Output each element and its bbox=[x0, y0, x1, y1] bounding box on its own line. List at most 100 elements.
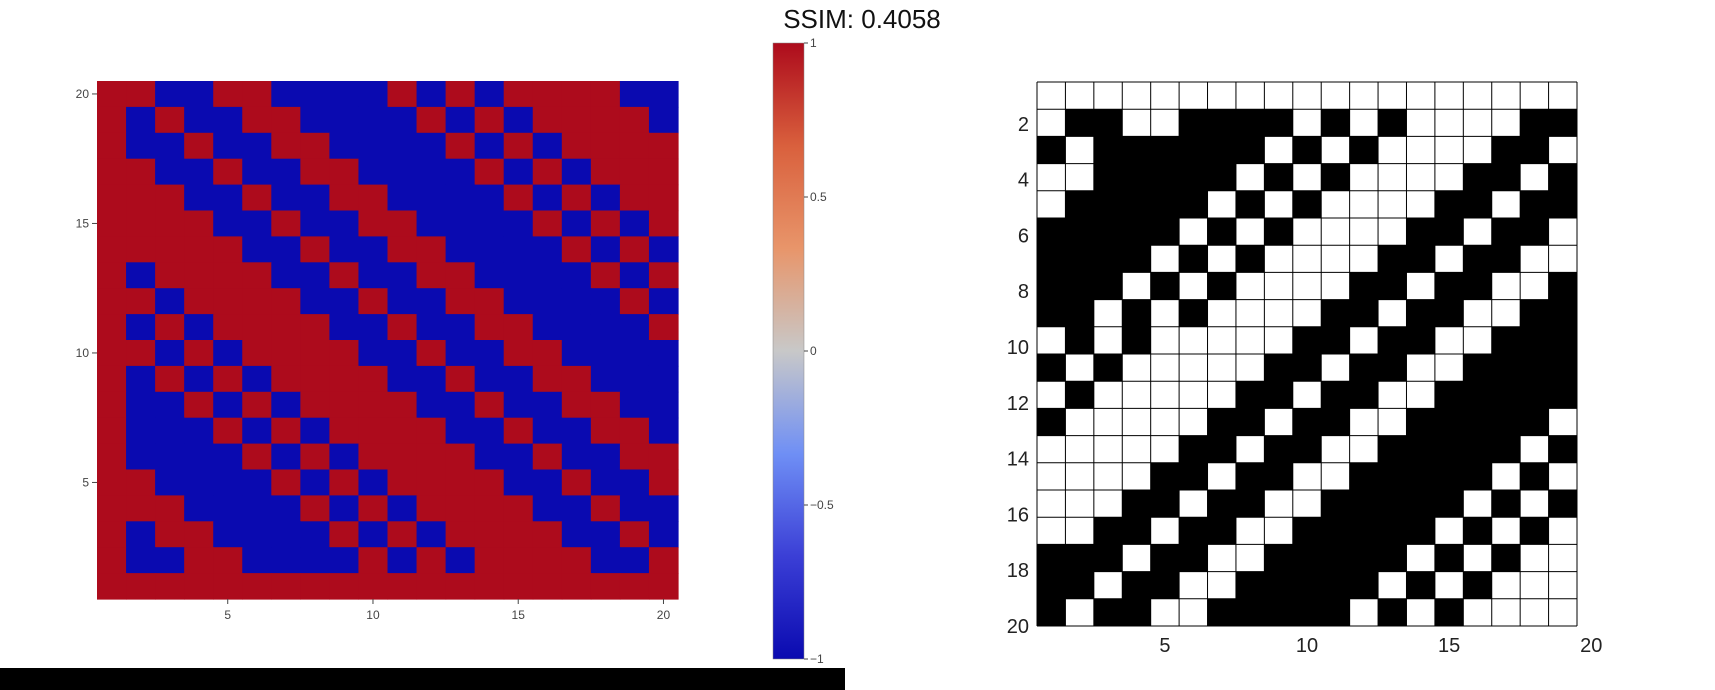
heatmap-cell bbox=[619, 443, 650, 471]
heatmap-cell bbox=[1037, 82, 1066, 110]
heatmap-cell bbox=[97, 340, 127, 367]
heatmap-cell bbox=[329, 573, 360, 600]
heatmap-cell bbox=[1378, 190, 1407, 219]
heatmap-cell bbox=[213, 547, 243, 574]
heatmap-cell bbox=[648, 236, 679, 263]
heatmap-cell bbox=[1093, 272, 1123, 300]
heatmap-cell bbox=[387, 417, 418, 445]
heatmap-cell bbox=[358, 158, 389, 186]
heatmap-cell bbox=[1520, 435, 1549, 464]
heatmap-cell bbox=[1037, 354, 1066, 382]
heatmap-cell bbox=[155, 443, 185, 471]
heatmap-cell bbox=[155, 132, 185, 160]
heatmap-cell bbox=[532, 391, 563, 419]
heatmap-cell bbox=[1122, 517, 1152, 545]
heatmap-cell bbox=[126, 443, 156, 471]
heatmap-cell bbox=[1463, 136, 1493, 164]
heatmap-cell bbox=[648, 314, 679, 341]
heatmap-cell bbox=[445, 236, 476, 263]
heatmap-cell bbox=[416, 81, 447, 108]
heatmap-cell bbox=[126, 262, 156, 289]
heatmap-cell bbox=[1179, 190, 1208, 219]
heatmap-cell bbox=[1406, 544, 1436, 572]
heatmap-cell bbox=[1235, 218, 1265, 246]
heatmap-cell bbox=[184, 288, 214, 315]
heatmap-cell bbox=[1065, 218, 1095, 246]
heatmap-cell bbox=[590, 573, 621, 600]
heatmap-cell bbox=[155, 288, 185, 315]
heatmap-cell bbox=[445, 417, 476, 445]
heatmap-cell bbox=[1520, 326, 1549, 355]
heatmap-cell bbox=[358, 365, 389, 393]
heatmap-cell bbox=[1378, 571, 1407, 600]
heatmap-cell bbox=[619, 132, 650, 160]
heatmap-cell bbox=[474, 210, 505, 237]
heatmap-cell bbox=[1264, 299, 1294, 328]
colorbar-tick-label: 1 bbox=[810, 36, 817, 50]
heatmap-cell bbox=[271, 81, 301, 108]
heatmap-cell bbox=[387, 521, 418, 548]
heatmap-cell bbox=[300, 365, 330, 393]
heatmap-cell bbox=[1378, 462, 1407, 491]
heatmap-cell bbox=[271, 236, 301, 263]
heatmap-cell bbox=[1179, 517, 1208, 545]
heatmap-cell bbox=[1548, 299, 1578, 328]
heatmap-cell bbox=[1065, 354, 1095, 382]
heatmap-cell bbox=[300, 210, 330, 237]
heatmap-cell bbox=[648, 443, 679, 471]
heatmap-cell bbox=[1150, 190, 1180, 219]
heatmap-cell bbox=[271, 314, 301, 341]
colorbar-axis: 1 0.5 0 −0.5 −1 bbox=[804, 36, 834, 666]
heatmap-cell bbox=[1235, 109, 1265, 137]
heatmap-cell bbox=[1378, 82, 1407, 110]
heatmap-cell bbox=[1264, 571, 1294, 600]
heatmap-cell bbox=[1093, 82, 1123, 110]
heatmap-cell bbox=[300, 391, 330, 419]
heatmap-cell bbox=[155, 158, 185, 186]
heatmap-cell bbox=[242, 106, 272, 134]
heatmap-cell bbox=[1406, 245, 1436, 273]
heatmap-cell bbox=[1491, 136, 1521, 164]
heatmap-cell bbox=[1349, 190, 1379, 219]
heatmap-cell bbox=[1349, 109, 1379, 137]
heatmap-cell bbox=[184, 158, 214, 186]
heatmap-cell bbox=[1378, 544, 1407, 572]
heatmap-cell bbox=[213, 184, 243, 212]
heatmap-cell bbox=[474, 262, 505, 289]
y-tick-label: 16 bbox=[1007, 504, 1029, 526]
heatmap-cell bbox=[1434, 136, 1464, 164]
heatmap-cell bbox=[1122, 598, 1152, 627]
heatmap-cell bbox=[1235, 82, 1265, 110]
heatmap-cell bbox=[590, 262, 621, 289]
heatmap-cell bbox=[532, 210, 563, 237]
heatmap-cell bbox=[445, 262, 476, 289]
heatmap-cell bbox=[648, 340, 679, 367]
heatmap-cell bbox=[184, 417, 214, 445]
heatmap-cell bbox=[532, 288, 563, 315]
heatmap-cell bbox=[358, 210, 389, 237]
heatmap-cell bbox=[329, 314, 360, 341]
heatmap-cell bbox=[1434, 82, 1464, 110]
heatmap-cell bbox=[503, 521, 534, 548]
y-tick-label: 14 bbox=[1007, 449, 1029, 471]
heatmap-cell bbox=[532, 81, 563, 108]
heatmap-cell bbox=[97, 391, 127, 419]
heatmap-cell bbox=[1520, 82, 1549, 110]
heatmap-cell bbox=[1406, 354, 1436, 382]
heatmap-cell bbox=[1463, 326, 1493, 355]
heatmap-cell bbox=[155, 547, 185, 574]
heatmap-cell bbox=[1179, 272, 1208, 300]
heatmap-cell bbox=[532, 417, 563, 445]
heatmap-cell bbox=[1264, 163, 1294, 192]
heatmap-cell bbox=[242, 495, 272, 522]
heatmap-cell bbox=[561, 236, 592, 263]
heatmap-cell bbox=[184, 236, 214, 263]
heatmap-cell bbox=[416, 495, 447, 522]
heatmap-cell bbox=[1264, 82, 1294, 110]
heatmap-cell bbox=[561, 521, 592, 548]
heatmap-cell bbox=[1179, 326, 1208, 355]
heatmap-cell bbox=[648, 81, 679, 108]
heatmap-cell bbox=[648, 106, 679, 134]
heatmap-cell bbox=[126, 184, 156, 212]
heatmap-cell bbox=[97, 521, 127, 548]
